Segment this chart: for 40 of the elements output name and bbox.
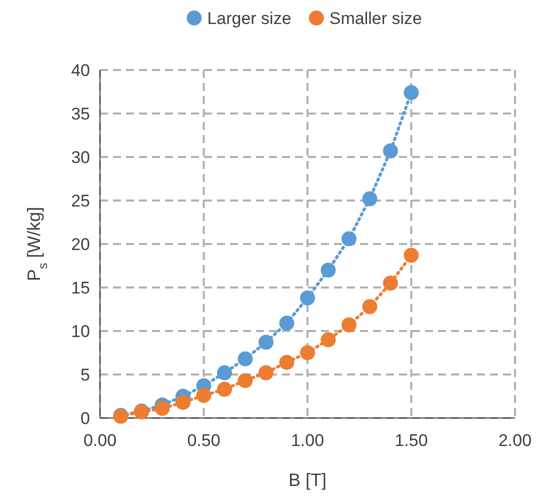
point <box>383 276 398 291</box>
point <box>154 400 170 416</box>
point <box>320 262 336 278</box>
point <box>320 332 336 348</box>
point <box>238 351 253 366</box>
point <box>383 143 398 158</box>
point <box>342 231 356 246</box>
y-tick-label: 0 <box>80 408 90 428</box>
y-tick-label: 20 <box>71 234 90 254</box>
y-tick-label: 10 <box>71 322 90 341</box>
legend-label: Smaller size <box>329 8 422 28</box>
point <box>300 290 315 306</box>
x-axis-title: B [T] <box>288 470 327 490</box>
y-tick-label: 40 <box>71 60 90 80</box>
point <box>279 316 294 331</box>
x-tick-label: 1.00 <box>290 431 324 450</box>
x-tick-label: 0.50 <box>187 431 220 450</box>
point <box>362 191 378 206</box>
y-tick-label: 35 <box>71 104 90 124</box>
y-tick-label: 15 <box>71 278 90 298</box>
point <box>342 317 356 332</box>
legend-label: Larger size <box>207 8 292 28</box>
y-tick-label: 30 <box>71 148 90 167</box>
point <box>238 373 253 388</box>
point <box>404 248 419 263</box>
point <box>258 334 274 350</box>
point <box>258 365 274 380</box>
x-tick-label: 0.00 <box>83 431 117 450</box>
x-tick-label: 2.00 <box>498 431 532 450</box>
point <box>404 85 419 100</box>
y-tick-label: 25 <box>71 191 90 210</box>
point <box>196 388 212 403</box>
x-tick-label: 1.50 <box>394 431 428 450</box>
point <box>217 365 232 380</box>
point <box>279 354 294 370</box>
point <box>217 382 232 397</box>
point <box>176 394 190 410</box>
y-tick-label: 5 <box>80 365 90 384</box>
point <box>362 299 378 314</box>
point <box>300 345 315 360</box>
